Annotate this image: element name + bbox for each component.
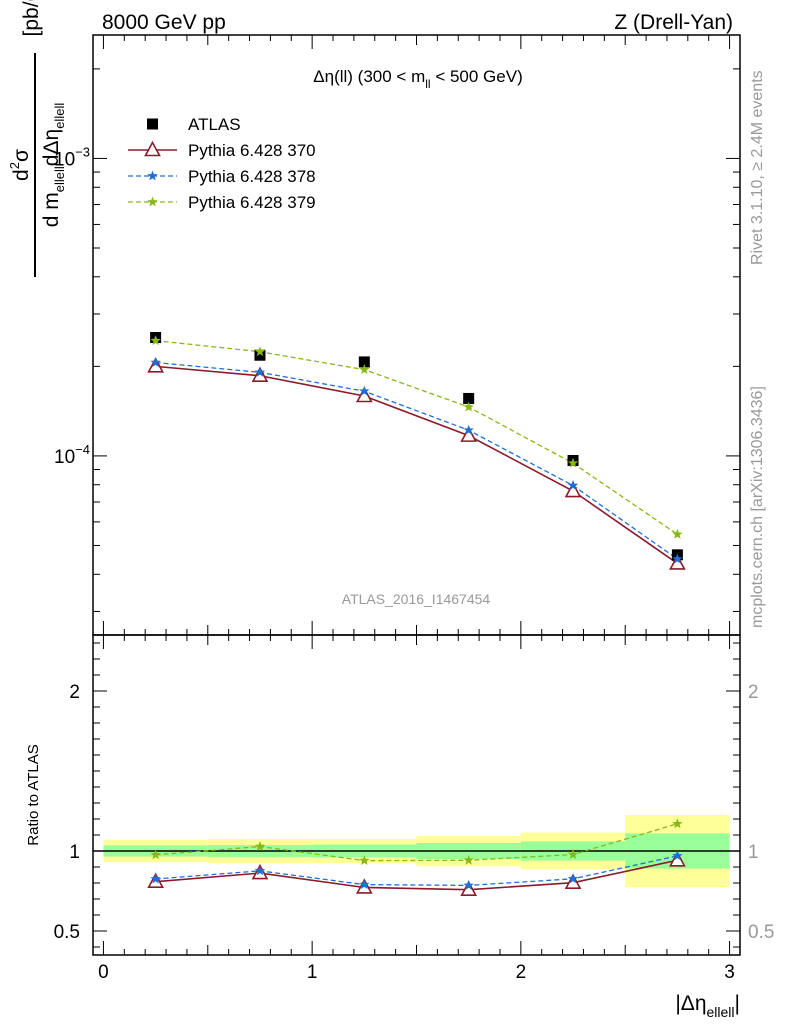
ratio-y-tick-label-right-2: 2 bbox=[748, 682, 759, 703]
y-den-sub2: ellell bbox=[52, 103, 67, 129]
ratio-y-tick-label-right-1: 1 bbox=[748, 842, 759, 863]
main-point-s2-5 bbox=[672, 553, 683, 564]
legend-marker-1 bbox=[144, 140, 161, 157]
ratio-point-s1-3 bbox=[463, 879, 474, 890]
ratio-point-s0-4 bbox=[564, 873, 582, 889]
main-point-s1-2 bbox=[355, 386, 373, 403]
x-tick-label-3: 3 bbox=[724, 962, 735, 983]
ratio-point-s1-2 bbox=[359, 879, 370, 890]
title-sub: ll bbox=[425, 77, 430, 91]
x-label-sub: ellell bbox=[707, 1004, 735, 1020]
x-label-tail: | bbox=[735, 992, 740, 1015]
main-point-s3-0 bbox=[150, 335, 161, 346]
main-point-s0-1 bbox=[254, 349, 266, 361]
ratio-series-line-1 bbox=[155, 855, 678, 887]
main-y-tick-exp-0: −4 bbox=[75, 442, 90, 457]
rivet-label: Rivet 3.1.10, ≥ 2.4M events bbox=[749, 70, 766, 265]
x-tick-label-0: 0 bbox=[98, 962, 109, 983]
ratio-point-s2-3 bbox=[463, 854, 474, 865]
main-point-s2-1 bbox=[254, 366, 266, 377]
x-tick-label-1: 1 bbox=[307, 962, 318, 983]
analysis-watermark: ATLAS_2016_I1467454 bbox=[342, 591, 491, 607]
main-series-line-2 bbox=[155, 361, 678, 560]
x-tick-label-2: 2 bbox=[516, 962, 527, 983]
ratio-y-tick-label-left-1: 1 bbox=[69, 842, 80, 863]
main-point-s1-5 bbox=[669, 554, 686, 570]
main-point-s2-0 bbox=[150, 357, 161, 367]
axes-frame: 0 1 2 310−410−30.5 0.51 12 2 bbox=[54, 34, 774, 983]
main-plot-series bbox=[147, 332, 686, 570]
ratio-y-tick-label-left-2: 2 bbox=[69, 682, 80, 703]
ratio-panel-frame bbox=[92, 634, 741, 956]
main-point-s1-1 bbox=[251, 366, 269, 383]
y-label-units: [pb/GeV] bbox=[20, 0, 43, 36]
main-point-s2-3 bbox=[463, 424, 474, 435]
legend-marker-2 bbox=[147, 170, 158, 181]
main-point-s3-3 bbox=[463, 401, 474, 412]
legend-marker-3 bbox=[147, 196, 158, 207]
main-y-tick-label-1: 10−3 bbox=[54, 144, 90, 170]
ratio-y-tick-label-left-0: 0.5 bbox=[54, 922, 80, 943]
main-y-tick-label-0: 10−4 bbox=[54, 442, 90, 468]
ratio-y-axis-label: Ratio to ATLAS bbox=[25, 744, 42, 845]
ratio-point-s2-5 bbox=[672, 818, 683, 829]
legend-label-3: Pythia 6.428 379 bbox=[188, 193, 316, 212]
main-plot-title: Δη(ll) (300 < mll < 500 GeV) bbox=[313, 67, 522, 91]
ratio-point-s1-0 bbox=[150, 873, 161, 884]
main-point-s1-3 bbox=[460, 426, 478, 442]
ratio-point-s2-2 bbox=[359, 855, 370, 866]
legend-label-2: Pythia 6.428 378 bbox=[188, 167, 316, 186]
mcplots-label: mcplots.cern.ch [arXiv:1306.3436] bbox=[749, 386, 766, 628]
ratio-y-tick-label-right-0: 0.5 bbox=[748, 922, 774, 943]
main-point-s2-4 bbox=[567, 480, 579, 490]
y-den-deta: dΔη bbox=[40, 129, 63, 166]
main-point-s0-3 bbox=[463, 392, 475, 404]
legend-label-0: ATLAS bbox=[188, 115, 241, 134]
y-label-numerator: d2σ bbox=[7, 149, 33, 181]
y-den-d: d m bbox=[40, 192, 63, 227]
main-point-s3-5 bbox=[672, 528, 683, 539]
main-point-s2-2 bbox=[359, 385, 370, 396]
y-num-sup: 2 bbox=[7, 162, 22, 169]
ratio-series-line-2 bbox=[155, 823, 678, 862]
main-point-s3-1 bbox=[254, 346, 266, 357]
ratio-point-s1-5 bbox=[672, 850, 683, 861]
y-den-sub1: ellell bbox=[52, 166, 67, 192]
legend-marker-0 bbox=[147, 118, 158, 130]
ratio-point-s1-1 bbox=[254, 865, 266, 876]
ratio-point-s0-3 bbox=[460, 880, 478, 897]
main-y-axis-label: d2σ d mellelldΔηellell [pb/GeV] bbox=[7, 0, 67, 277]
ratio-series-line-0 bbox=[155, 859, 678, 891]
ratio-point-s2-0 bbox=[150, 849, 161, 860]
ratio-point-s1-4 bbox=[567, 873, 579, 884]
ratio-point-s2-4 bbox=[567, 849, 579, 859]
main-point-s3-2 bbox=[359, 364, 370, 375]
main-point-s0-2 bbox=[358, 356, 370, 368]
x-axis-label: |Δηellell| bbox=[675, 992, 740, 1020]
ratio-plot-series bbox=[147, 818, 686, 897]
title-main: Δη(ll) (300 < m bbox=[313, 67, 425, 86]
x-label-main: |Δη bbox=[675, 992, 706, 1015]
main-point-s3-4 bbox=[567, 457, 579, 468]
main-y-tick-base-1: 10 bbox=[54, 149, 75, 170]
process-label: Z (Drell-Yan) bbox=[614, 11, 733, 34]
main-series-line-1 bbox=[155, 365, 678, 565]
main-series-line-3 bbox=[155, 340, 678, 535]
main-y-tick-base-0: 10 bbox=[54, 447, 75, 468]
main-point-s1-0 bbox=[147, 357, 164, 373]
legend-label-1: Pythia 6.428 370 bbox=[188, 141, 316, 160]
y-num-sigma: σ bbox=[10, 149, 33, 162]
legend: ATLAS Pythia 6.428 370 Pythia 6.428 378 Pyt… bbox=[128, 115, 316, 212]
y-label-denominator: d mellelldΔηellell bbox=[40, 103, 67, 228]
ratio-point-s0-5 bbox=[669, 851, 686, 867]
main-point-s1-4 bbox=[564, 481, 582, 498]
energy-label: 8000 GeV pp bbox=[102, 11, 226, 34]
ratio-point-s2-1 bbox=[254, 841, 266, 851]
main-y-tick-exp-1: −3 bbox=[75, 144, 90, 159]
y-num-d: d bbox=[10, 169, 33, 181]
title-tail: < 500 GeV) bbox=[431, 67, 523, 86]
